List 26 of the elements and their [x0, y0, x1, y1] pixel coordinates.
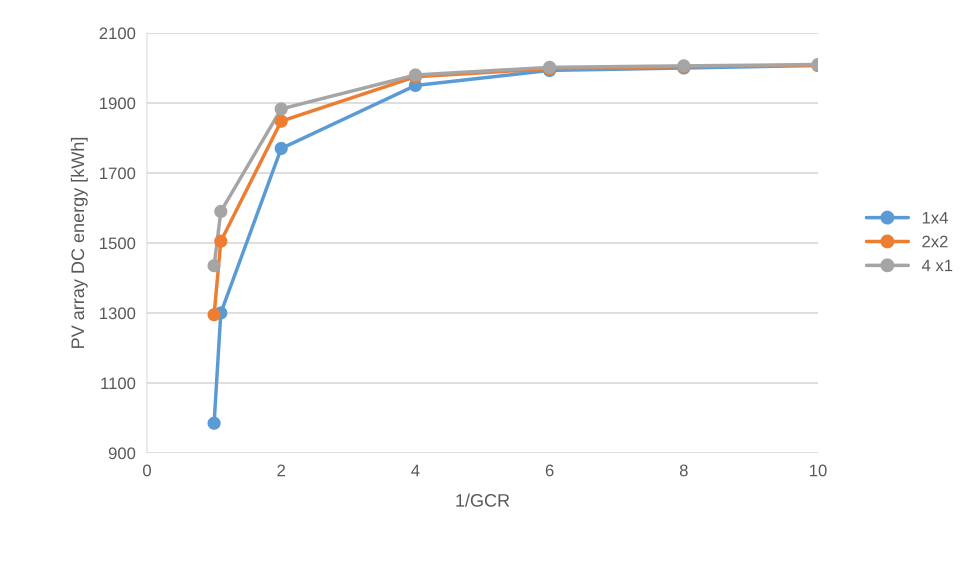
legend-label: 4 x1	[922, 260, 952, 272]
y-tick-label: 2100	[100, 27, 136, 40]
y-tick-label: 1900	[100, 97, 136, 110]
y-axis-title: PV array DC energy [kWh]	[70, 138, 88, 348]
point	[214, 234, 228, 248]
y-tick-label: 1100	[101, 377, 136, 390]
x-tick-label: 2	[277, 464, 285, 476]
x-tick-label: 10	[810, 464, 827, 476]
point	[208, 308, 221, 322]
y-tick-label: 900	[108, 447, 136, 460]
legend-label: 2x2	[922, 236, 948, 248]
x-tick-label: 8	[680, 464, 688, 476]
point	[274, 102, 288, 116]
x-tick-label: 0	[143, 464, 151, 476]
y-tick-label: 1500	[100, 237, 136, 250]
point	[208, 259, 221, 272]
y-tick-label: 1300	[100, 307, 136, 320]
x-tick-label: 6	[546, 464, 554, 476]
x-tick-label: 4	[411, 464, 420, 476]
y-tick-label: 1700	[100, 167, 136, 180]
point	[214, 204, 228, 218]
x-axis-title: 1/GCR	[456, 494, 510, 507]
point	[208, 416, 221, 430]
legend-label: 1x4	[922, 212, 948, 224]
point	[274, 142, 288, 156]
point	[274, 114, 288, 128]
